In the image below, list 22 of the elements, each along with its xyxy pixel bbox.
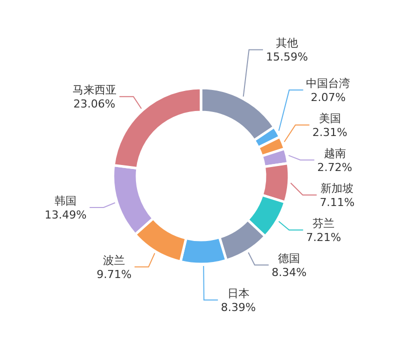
- data-label: 8.34%: [272, 266, 307, 279]
- data-label: 7.11%: [320, 196, 355, 209]
- data-label: 15.59%: [266, 50, 308, 64]
- data-label: 2.31%: [312, 126, 348, 139]
- slice-label: 芬兰: [312, 217, 335, 230]
- data-label: 23.06%: [73, 98, 116, 111]
- slice-label: 日本: [227, 287, 250, 300]
- data-label: 13.49%: [44, 208, 87, 222]
- data-label: 9.71%: [96, 268, 132, 281]
- slice-label: 马来西亚: [72, 84, 116, 97]
- slice-label: 越南: [324, 147, 346, 160]
- slice-label: 新加坡: [320, 182, 354, 195]
- slice-label: 波兰: [103, 254, 126, 267]
- data-label: 2.72%: [317, 161, 352, 174]
- data-label: 2.07%: [310, 91, 346, 104]
- data-label: 7.21%: [306, 231, 342, 244]
- slice-label: 德国: [278, 252, 300, 265]
- slice-label: 美国: [318, 112, 341, 125]
- slice-label: 韩国: [54, 194, 77, 208]
- slice-label: 其他: [276, 36, 298, 50]
- slice-label: 中国台湾: [306, 77, 350, 90]
- data-label: 8.39%: [220, 301, 256, 314]
